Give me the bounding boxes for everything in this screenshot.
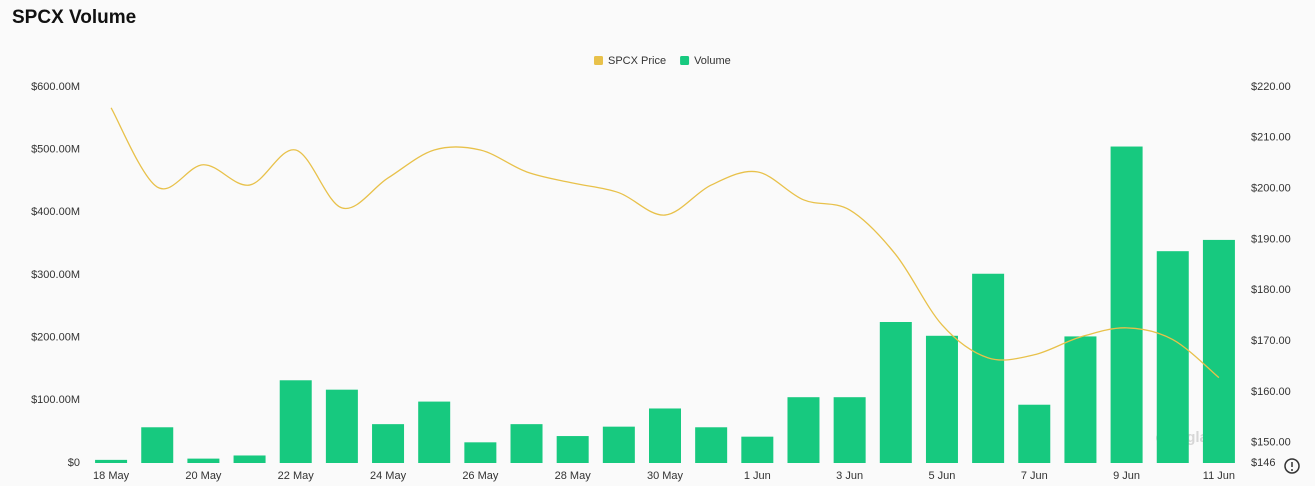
bar — [556, 436, 589, 463]
x-tick-label: 11 Jun — [1203, 470, 1235, 482]
bar — [649, 408, 681, 463]
x-tick-label: 5 Jun — [928, 470, 955, 482]
y2-tick-label: $146 — [1251, 457, 1275, 469]
y2-tick-label: $150.00 — [1251, 437, 1291, 449]
bar — [187, 458, 220, 463]
bar — [141, 427, 174, 463]
price-line — [110, 107, 1220, 379]
legend-swatch — [594, 56, 603, 65]
x-tick-label: 24 May — [370, 470, 407, 482]
bar — [879, 322, 912, 463]
x-tick-label: 28 May — [555, 470, 592, 482]
y-tick-label: $600.00M — [31, 81, 80, 93]
y2-tick-label: $220.00 — [1251, 81, 1291, 93]
bar — [787, 397, 820, 463]
info-icon[interactable] — [1284, 458, 1300, 474]
bar — [510, 424, 543, 463]
chart-title: SPCX Volume — [12, 7, 136, 28]
y2-tick-label: $190.00 — [1251, 233, 1291, 245]
y-tick-label: $200.00M — [31, 332, 80, 344]
bar — [1156, 251, 1189, 463]
y2-tick-label: $200.00 — [1251, 183, 1291, 195]
bar — [833, 397, 866, 463]
x-tick-label: 18 May — [93, 470, 130, 482]
y2-tick-label: $170.00 — [1251, 335, 1291, 347]
bar — [95, 459, 128, 463]
x-tick-label: 30 May — [647, 470, 684, 482]
y2-tick-label: $180.00 — [1251, 284, 1291, 296]
y-tick-label: $500.00M — [31, 144, 80, 156]
y-tick-label: $300.00M — [31, 269, 80, 281]
bar — [418, 401, 451, 463]
bar — [233, 455, 266, 463]
legend-swatch — [680, 56, 690, 65]
bar — [741, 436, 774, 463]
x-tick-label: 9 Jun — [1113, 470, 1140, 482]
y-tick-label: $400.00M — [31, 206, 80, 218]
legend-label: Volume — [694, 55, 731, 67]
x-tick-label: 1 Jun — [744, 470, 771, 482]
bar — [279, 380, 312, 463]
x-tick-label: 20 May — [185, 470, 222, 482]
bar — [372, 424, 405, 463]
y2-tick-label: $210.00 — [1251, 132, 1291, 144]
bar — [972, 273, 1005, 463]
y2-tick-label: $160.00 — [1251, 386, 1291, 398]
bar — [325, 389, 358, 463]
bar — [1202, 239, 1235, 463]
y-tick-label: $100.00M — [31, 394, 80, 406]
x-tick-label: 7 Jun — [1021, 470, 1048, 482]
bar — [695, 427, 728, 463]
bar — [925, 335, 958, 463]
info-circle[interactable] — [1284, 458, 1300, 474]
bar — [1110, 146, 1143, 464]
bar — [1018, 404, 1051, 463]
x-tick-label: 26 May — [462, 470, 499, 482]
legend: SPCX Price Volume — [594, 55, 731, 67]
x-tick-label: 3 Jun — [836, 470, 863, 482]
bar — [464, 442, 497, 463]
legend-label: SPCX Price — [608, 55, 666, 67]
bar — [602, 426, 635, 463]
y-tick-label: $0 — [68, 457, 80, 469]
x-tick-label: 22 May — [278, 470, 315, 482]
bar — [1064, 336, 1097, 463]
info-dot — [1291, 469, 1293, 471]
